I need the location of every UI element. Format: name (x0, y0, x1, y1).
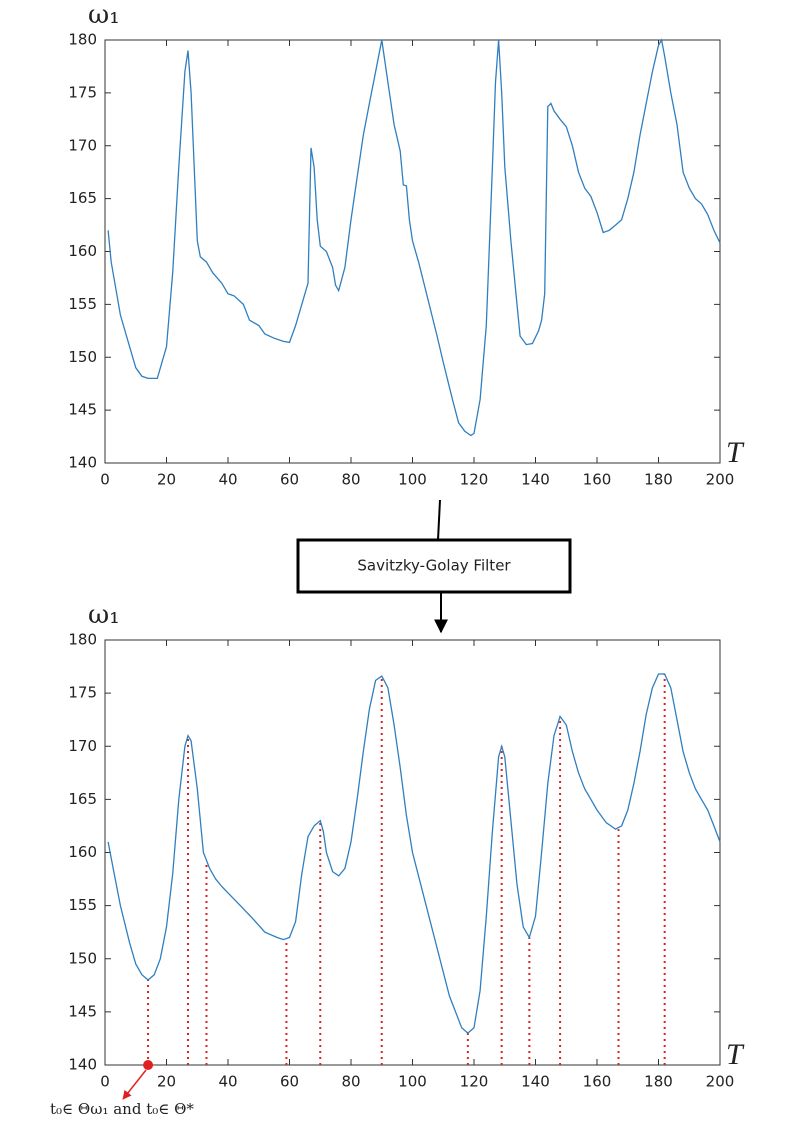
filter-label: Savitzky-Golay Filter (357, 557, 511, 575)
x-axis-label: T (726, 1038, 745, 1071)
y-tick-label: 170 (68, 136, 97, 154)
x-tick-label: 60 (280, 471, 299, 489)
x-tick-label: 40 (218, 1073, 237, 1091)
series-line (107, 673, 721, 1034)
x-tick-label: 100 (398, 1073, 427, 1091)
x-tick-label: 140 (521, 471, 550, 489)
x-tick-label: 140 (521, 1073, 550, 1091)
y-tick-label: 165 (68, 189, 97, 207)
annotation-arrow (122, 1069, 147, 1100)
y-tick-label: 155 (68, 896, 97, 914)
x-tick-label: 120 (460, 471, 489, 489)
filter-box (296, 538, 572, 594)
annotation-text: t₀∈ Θω₁ and t₀∈ Θ* (50, 1100, 194, 1118)
x-tick-label: 160 (583, 471, 612, 489)
y-tick-label: 160 (68, 843, 97, 861)
x-tick-label: 200 (706, 471, 735, 489)
x-tick-label: 180 (644, 1073, 673, 1091)
y-tick-label: 175 (68, 684, 97, 702)
x-tick-label: 80 (341, 1073, 360, 1091)
y-tick-label: 150 (68, 949, 97, 967)
x-tick-label: 0 (100, 471, 110, 489)
y-tick-label: 140 (68, 454, 97, 472)
x-axis-label: T (726, 436, 745, 469)
y-tick-label: 165 (68, 790, 97, 808)
y-tick-label: 180 (68, 631, 97, 649)
y-axis-label: ω₁ (88, 0, 120, 30)
x-tick-label: 20 (157, 1073, 176, 1091)
y-tick-label: 180 (68, 31, 97, 49)
series-line (107, 38, 721, 437)
x-tick-label: 40 (218, 471, 237, 489)
x-tick-label: 120 (460, 1073, 489, 1091)
plot-frame (104, 39, 721, 464)
x-tick-label: 100 (398, 471, 427, 489)
x-tick-label: 20 (157, 471, 176, 489)
x-tick-label: 60 (280, 1073, 299, 1091)
y-tick-label: 145 (68, 401, 97, 419)
x-tick-label: 200 (706, 1073, 735, 1091)
y-tick-label: 160 (68, 242, 97, 260)
y-tick-label: 155 (68, 295, 97, 313)
y-axis-label: ω₁ (88, 600, 120, 630)
connector (437, 499, 441, 541)
x-tick-label: 160 (583, 1073, 612, 1091)
x-tick-label: 80 (341, 471, 360, 489)
annotation-point (143, 1060, 154, 1070)
x-tick-label: 0 (100, 1073, 110, 1091)
y-tick-label: 140 (68, 1056, 97, 1074)
x-tick-label: 180 (644, 471, 673, 489)
y-tick-label: 175 (68, 83, 97, 101)
y-tick-label: 145 (68, 1002, 97, 1020)
y-tick-label: 170 (68, 737, 97, 755)
y-tick-label: 150 (68, 348, 97, 366)
